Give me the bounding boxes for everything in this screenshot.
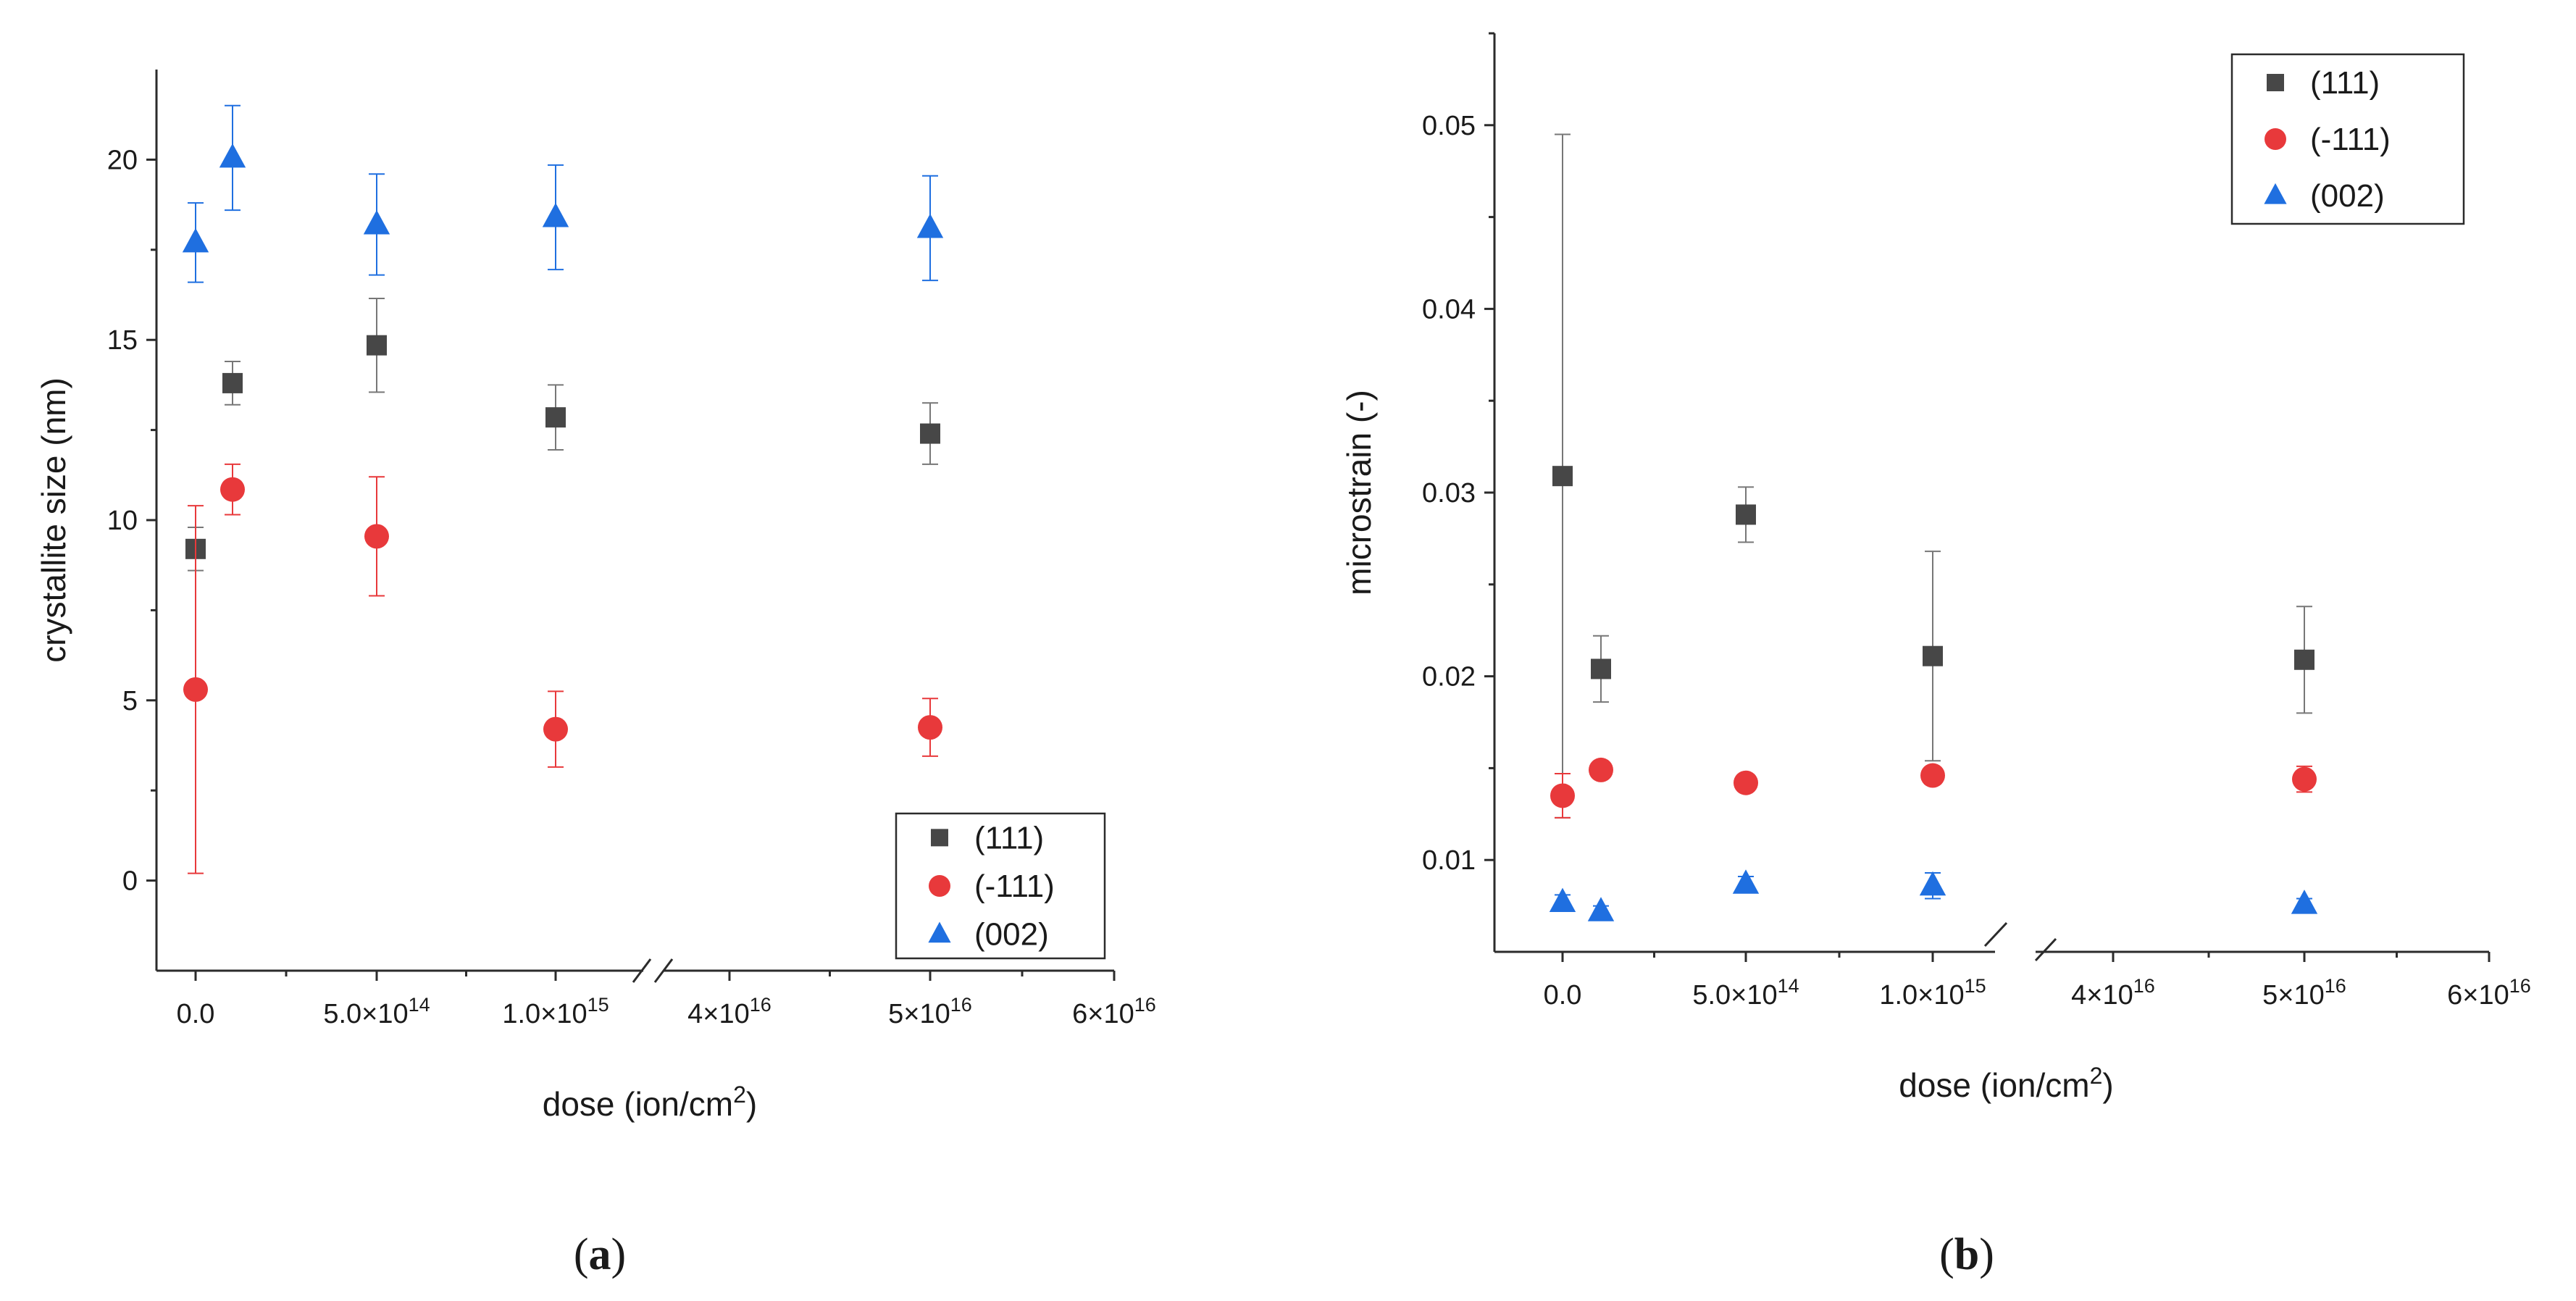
data-point: [1923, 645, 1943, 666]
legend-marker: [931, 829, 948, 847]
legend-label: (-111): [2310, 122, 2391, 157]
legend-label: (-111): [974, 869, 1055, 904]
x-tick-label: 4×1016: [2071, 975, 2155, 1011]
x-axis-title: dose (ion/cm2): [1899, 1063, 2113, 1104]
data-point: [1919, 871, 1946, 896]
data-point: [1549, 887, 1576, 913]
y-tick-label: 0: [122, 866, 138, 897]
legend-marker: [929, 875, 950, 897]
series-square: [1552, 133, 2314, 819]
legend-label: (111): [974, 820, 1044, 856]
data-point: [1920, 763, 1945, 788]
y-axis-title: microstrain (-): [1340, 390, 1378, 595]
legend-label: (002): [2310, 178, 2385, 214]
legend-marker: [928, 921, 951, 943]
y-axis-title: crystallite size (nm): [35, 377, 72, 663]
series-triangle: [1549, 869, 2318, 921]
legend-label: (002): [974, 917, 1049, 953]
data-point: [183, 677, 208, 702]
x-tick-label: 0.0: [177, 999, 215, 1029]
x-axis-title: dose (ion/cm2): [543, 1082, 757, 1123]
x-axis-break-mark: [653, 958, 674, 983]
data-point: [920, 423, 940, 444]
x-tick-label: 6×1016: [1072, 994, 1156, 1029]
y-tick-label: 0.03: [1422, 478, 1476, 509]
data-point: [918, 715, 942, 740]
chart-panel-b: 0.01 0.02 0.03 0.04 0.05 0.0 5.0×1014 1.0×1015 4…: [1340, 32, 2531, 1104]
x-tick-label: 1.0×1015: [1879, 975, 1986, 1011]
data-point: [2291, 890, 2318, 914]
data-point: [1550, 783, 1575, 808]
data-point: [545, 407, 566, 428]
data-point: [182, 227, 209, 253]
x-tick-label: 1.0×1015: [502, 994, 609, 1029]
data-point: [1589, 757, 1613, 782]
data-point: [367, 335, 387, 356]
data-point: [916, 213, 944, 238]
panel-label-a: (a): [574, 1230, 626, 1279]
data-point: [364, 524, 389, 549]
data-point: [222, 372, 243, 393]
data-point: [543, 716, 568, 742]
chart-panel-a: 0 5 10 15 20 0.0 5.0×1014 1.0×1015 4×1016 5×1016 6…: [35, 70, 1156, 1123]
legend-marker: [2267, 74, 2284, 91]
y-tick-label: 10: [107, 506, 138, 536]
series-circle: [1550, 757, 2317, 819]
data-point: [1591, 658, 1611, 679]
x-tick-label: 0.0: [1544, 980, 1582, 1011]
legend-marker: [2264, 183, 2287, 204]
data-point: [1734, 770, 1758, 795]
x-tick-label: 5×1016: [888, 994, 972, 1029]
data-point: [1587, 897, 1615, 921]
y-tick-label: 5: [122, 686, 138, 716]
data-point: [2294, 649, 2314, 670]
legend-label: (111): [2310, 65, 2380, 101]
x-axis-break-mark: [1983, 921, 2008, 947]
data-point: [363, 210, 390, 235]
series-triangle: [182, 104, 944, 283]
y-tick-label: 0.04: [1422, 294, 1476, 325]
x-tick-label: 5.0×1014: [323, 994, 430, 1029]
x-tick-label: 5×1016: [2262, 975, 2346, 1011]
x-axis-break-gap: [643, 956, 664, 985]
y-tick-label: 0.05: [1422, 111, 1476, 141]
data-point: [2292, 766, 2317, 792]
x-tick-label: 6×1016: [2447, 975, 2531, 1011]
x-axis-break-mark: [2034, 937, 2057, 962]
data-point: [542, 203, 569, 227]
series-square: [185, 297, 940, 572]
x-tick-label: 4×1016: [687, 994, 771, 1029]
data-point: [1736, 504, 1756, 525]
y-tick-label: 0.01: [1422, 845, 1476, 876]
data-point: [1552, 466, 1573, 487]
legend: (111) (-111) (002): [895, 812, 1106, 960]
y-tick-label: 0.02: [1422, 662, 1476, 693]
legend-marker: [2265, 128, 2286, 150]
legend: (111) (-111) (002): [2230, 53, 2465, 225]
y-tick-label: 15: [107, 325, 138, 356]
series-circle: [183, 463, 942, 874]
panel-label-b: (b): [1939, 1230, 1994, 1279]
y-tick-label: 20: [107, 145, 138, 175]
data-point: [220, 477, 245, 502]
data-point: [1732, 869, 1760, 894]
x-tick-label: 5.0×1014: [1692, 975, 1799, 1011]
x-axis-break-mark: [632, 958, 652, 983]
data-point: [219, 143, 246, 168]
